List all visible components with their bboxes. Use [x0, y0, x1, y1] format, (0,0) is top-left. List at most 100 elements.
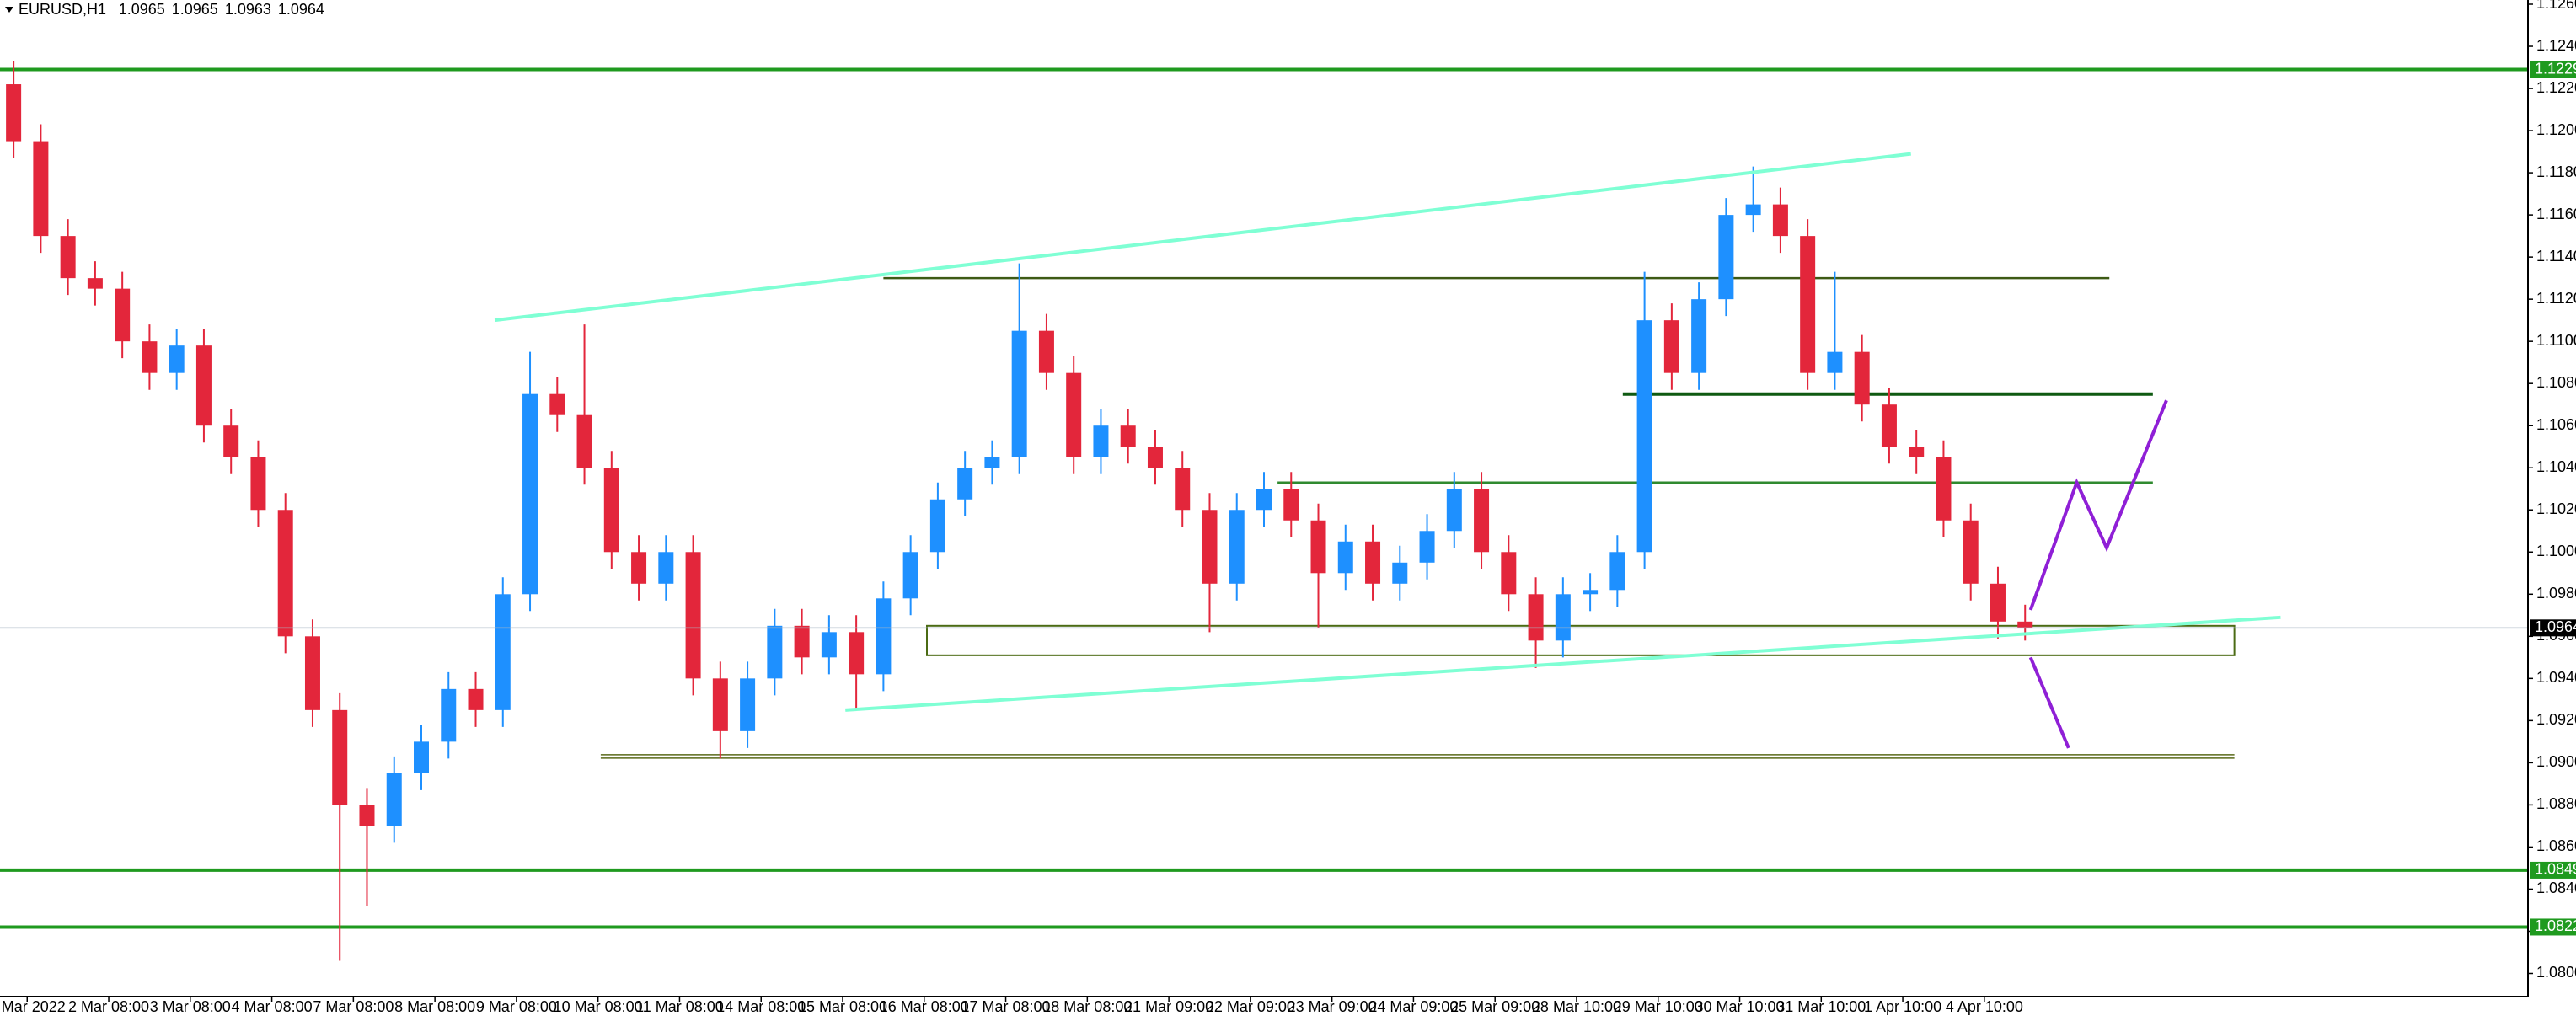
x-tick-label: 24 Mar 09:00 [1368, 998, 1458, 1015]
candle-body [60, 236, 76, 279]
x-tick-label: 18 Mar 08:00 [1042, 998, 1132, 1015]
candle-body [441, 688, 457, 742]
candle-body [33, 141, 49, 237]
x-tick-label: 3 Mar 08:00 [150, 998, 231, 1015]
candle-body [1691, 299, 1707, 373]
x-tick-label: 1 Mar 2022 [0, 998, 66, 1015]
candle-body [1854, 351, 1870, 405]
y-tick-label: 1.1260 [2536, 0, 2576, 12]
x-tick-label: 22 Mar 09:00 [1206, 998, 1295, 1015]
y-tick-label: 1.0880 [2536, 795, 2576, 812]
candle-body [169, 345, 185, 373]
x-tick-label: 8 Mar 08:00 [394, 998, 475, 1015]
candle-body [631, 552, 647, 584]
x-tick-label: 7 Mar 08:00 [313, 998, 394, 1015]
header-close: 1.0964 [278, 1, 324, 18]
x-tick-label: 31 Mar 10:00 [1776, 998, 1866, 1015]
x-tick-label: 21 Mar 09:00 [1124, 998, 1213, 1015]
candle-body [223, 425, 239, 457]
candle-body [576, 414, 592, 468]
y-tick-label: 1.0980 [2536, 585, 2576, 602]
candle-body [277, 510, 293, 637]
menu-arrow[interactable] [5, 7, 13, 13]
candle-body [1528, 594, 1544, 641]
candle-body [1202, 510, 1218, 584]
candle-body [767, 625, 783, 679]
candle-body [1011, 330, 1027, 457]
candle-body [1120, 425, 1136, 447]
level-price-box [2530, 918, 2576, 936]
y-tick-label: 1.1060 [2536, 416, 2576, 433]
trendline [845, 615, 2281, 712]
y-tick-label: 1.0920 [2536, 711, 2576, 728]
candle-body [386, 773, 402, 826]
candle-body [1392, 562, 1408, 584]
candle-body [929, 499, 945, 553]
candle-body [712, 678, 728, 731]
x-tick-label: 4 Mar 08:00 [232, 998, 313, 1015]
x-tick-label: 10 Mar 08:00 [554, 998, 643, 1015]
candle-body [794, 625, 810, 658]
current-price-label: 1.0964 [2535, 618, 2576, 635]
candle-body [1583, 590, 1599, 595]
header-open: 1.0965 [119, 1, 165, 18]
candle-body [495, 594, 511, 710]
level-price-box [2530, 861, 2576, 879]
candle-body [1474, 489, 1490, 553]
candle-body [603, 468, 619, 553]
candle-body [1038, 330, 1054, 373]
candle-body [984, 457, 1000, 468]
x-tick-label: 17 Mar 08:00 [961, 998, 1051, 1015]
candle-body [250, 457, 266, 511]
current-price-box [2530, 619, 2576, 637]
candle-body [1772, 204, 1788, 237]
x-tick-label: 14 Mar 08:00 [716, 998, 806, 1015]
y-tick-label: 1.1220 [2536, 79, 2576, 96]
candle-body [414, 741, 429, 773]
candle-body [304, 636, 320, 710]
y-tick-label: 1.1140 [2536, 248, 2576, 265]
candle-body [1609, 552, 1625, 591]
y-tick-label: 1.0900 [2536, 753, 2576, 770]
x-tick-label: 28 Mar 10:00 [1532, 998, 1621, 1015]
candle-body [876, 598, 892, 675]
candle-body [522, 393, 538, 595]
candle-body [195, 345, 212, 426]
candle-body [1827, 351, 1843, 373]
candle-body [1663, 320, 1679, 373]
x-tick-label: 9 Mar 08:00 [476, 998, 557, 1015]
y-tick-label: 1.0840 [2536, 880, 2576, 896]
trendline [494, 152, 1911, 323]
candle-body [685, 552, 701, 679]
candle-body [1229, 510, 1245, 584]
y-tick-label: 1.0800 [2536, 964, 2576, 981]
x-tick-label: 15 Mar 08:00 [798, 998, 887, 1015]
candle-body [821, 632, 837, 658]
candle-body [658, 552, 674, 584]
y-tick-label: 1.1120 [2536, 290, 2576, 307]
candle-body [1066, 372, 1082, 457]
y-tick-label: 1.1180 [2536, 163, 2576, 180]
candle-body [957, 468, 973, 500]
axis-strip-bottom [0, 997, 2576, 1016]
candle-body [1419, 531, 1435, 563]
candle-body [1310, 520, 1326, 574]
x-tick-label: 25 Mar 09:00 [1450, 998, 1540, 1015]
x-tick-label: 23 Mar 09:00 [1288, 998, 1377, 1015]
axis-strip [2528, 0, 2576, 1016]
candle-body [849, 632, 865, 675]
candle-body [1745, 204, 1761, 216]
x-tick-label: 2 Mar 08:00 [68, 998, 149, 1015]
header-low: 1.0963 [225, 1, 271, 18]
x-tick-label: 30 Mar 10:00 [1695, 998, 1784, 1015]
level-price-label: 1.1229 [2535, 60, 2576, 77]
candle-body [902, 552, 918, 599]
candle-body [1093, 425, 1109, 457]
y-tick-label: 1.1240 [2536, 37, 2576, 54]
candle-body [1881, 404, 1897, 447]
candle-body [1800, 236, 1816, 373]
candle-body [1175, 468, 1191, 511]
candle-body [359, 805, 375, 826]
candle-body [1963, 520, 1979, 584]
